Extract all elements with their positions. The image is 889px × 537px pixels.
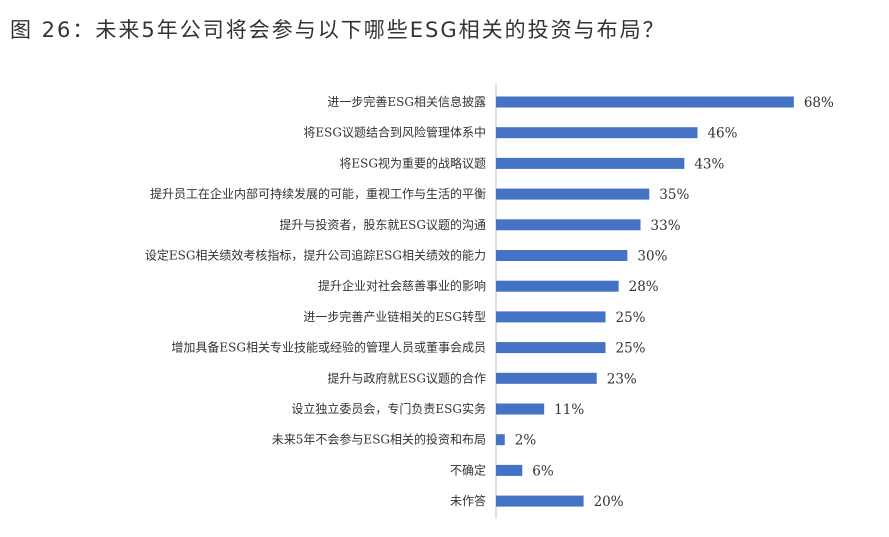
bar <box>496 464 523 476</box>
category-label: 将ESG视为重要的战略议题 <box>339 155 486 170</box>
value-label: 28% <box>629 279 659 295</box>
value-label: 25% <box>616 310 646 326</box>
bar <box>496 219 641 231</box>
value-label: 20% <box>594 494 624 510</box>
bar <box>496 157 685 169</box>
category-label: 进一步完善ESG相关信息披露 <box>327 94 486 109</box>
bar <box>496 188 650 200</box>
value-label: 30% <box>637 249 667 265</box>
category-label: 进一步完善产业链相关的ESG转型 <box>303 309 486 324</box>
value-label: 11% <box>554 402 584 418</box>
value-label: 33% <box>651 218 681 234</box>
value-label: 2% <box>515 433 537 449</box>
category-label: 未作答 <box>450 493 486 508</box>
category-label: 提升与投资者，股东就ESG议题的沟通 <box>279 217 486 232</box>
bar <box>496 311 606 323</box>
bar <box>496 250 628 261</box>
bar <box>496 403 545 415</box>
category-label: 将ESG议题结合到风险管理体系中 <box>303 125 486 140</box>
bars-group <box>496 96 794 507</box>
category-label: 设定ESG相关绩效考核指标，提升公司追踪ESG相关绩效的能力 <box>145 248 486 263</box>
category-label: 提升与政府就ESG议题的合作 <box>327 370 486 385</box>
bar <box>496 280 619 292</box>
category-label: 提升员工在企业内部可持续发展的可能，重视工作与生活的平衡 <box>150 186 486 201</box>
bar <box>496 342 606 354</box>
value-label: 35% <box>659 187 689 203</box>
value-label: 46% <box>707 126 737 142</box>
category-labels-group: 进一步完善ESG相关信息披露将ESG议题结合到风险管理体系中将ESG视为重要的战… <box>145 94 486 508</box>
bar <box>496 434 505 446</box>
category-label: 提升企业对社会慈善事业的影响 <box>318 278 486 293</box>
value-label: 68% <box>804 95 834 111</box>
bar <box>496 127 698 139</box>
figure-title: 图 26：未来5年公司将会参与以下哪些ESG相关的投资与布局？ <box>10 18 666 42</box>
bar <box>496 495 584 507</box>
category-label: 未来5年不会参与ESG相关的投资和布局 <box>272 432 486 447</box>
bar <box>496 372 597 384</box>
bar <box>496 96 794 108</box>
category-label: 设立独立委员会，专门负责ESG实务 <box>291 401 486 416</box>
category-label: 不确定 <box>450 462 486 477</box>
value-label: 6% <box>532 463 554 479</box>
value-label: 23% <box>607 371 637 387</box>
value-label: 25% <box>616 341 646 357</box>
value-label: 43% <box>694 156 724 172</box>
category-label: 增加具备ESG相关专业技能或经验的管理人员或董事会成员 <box>171 340 486 355</box>
value-labels-group: 68% 46% 43% 35% 33% 30% 28% 25% 25% 23% 11% 2% 6% 20% <box>515 95 834 510</box>
